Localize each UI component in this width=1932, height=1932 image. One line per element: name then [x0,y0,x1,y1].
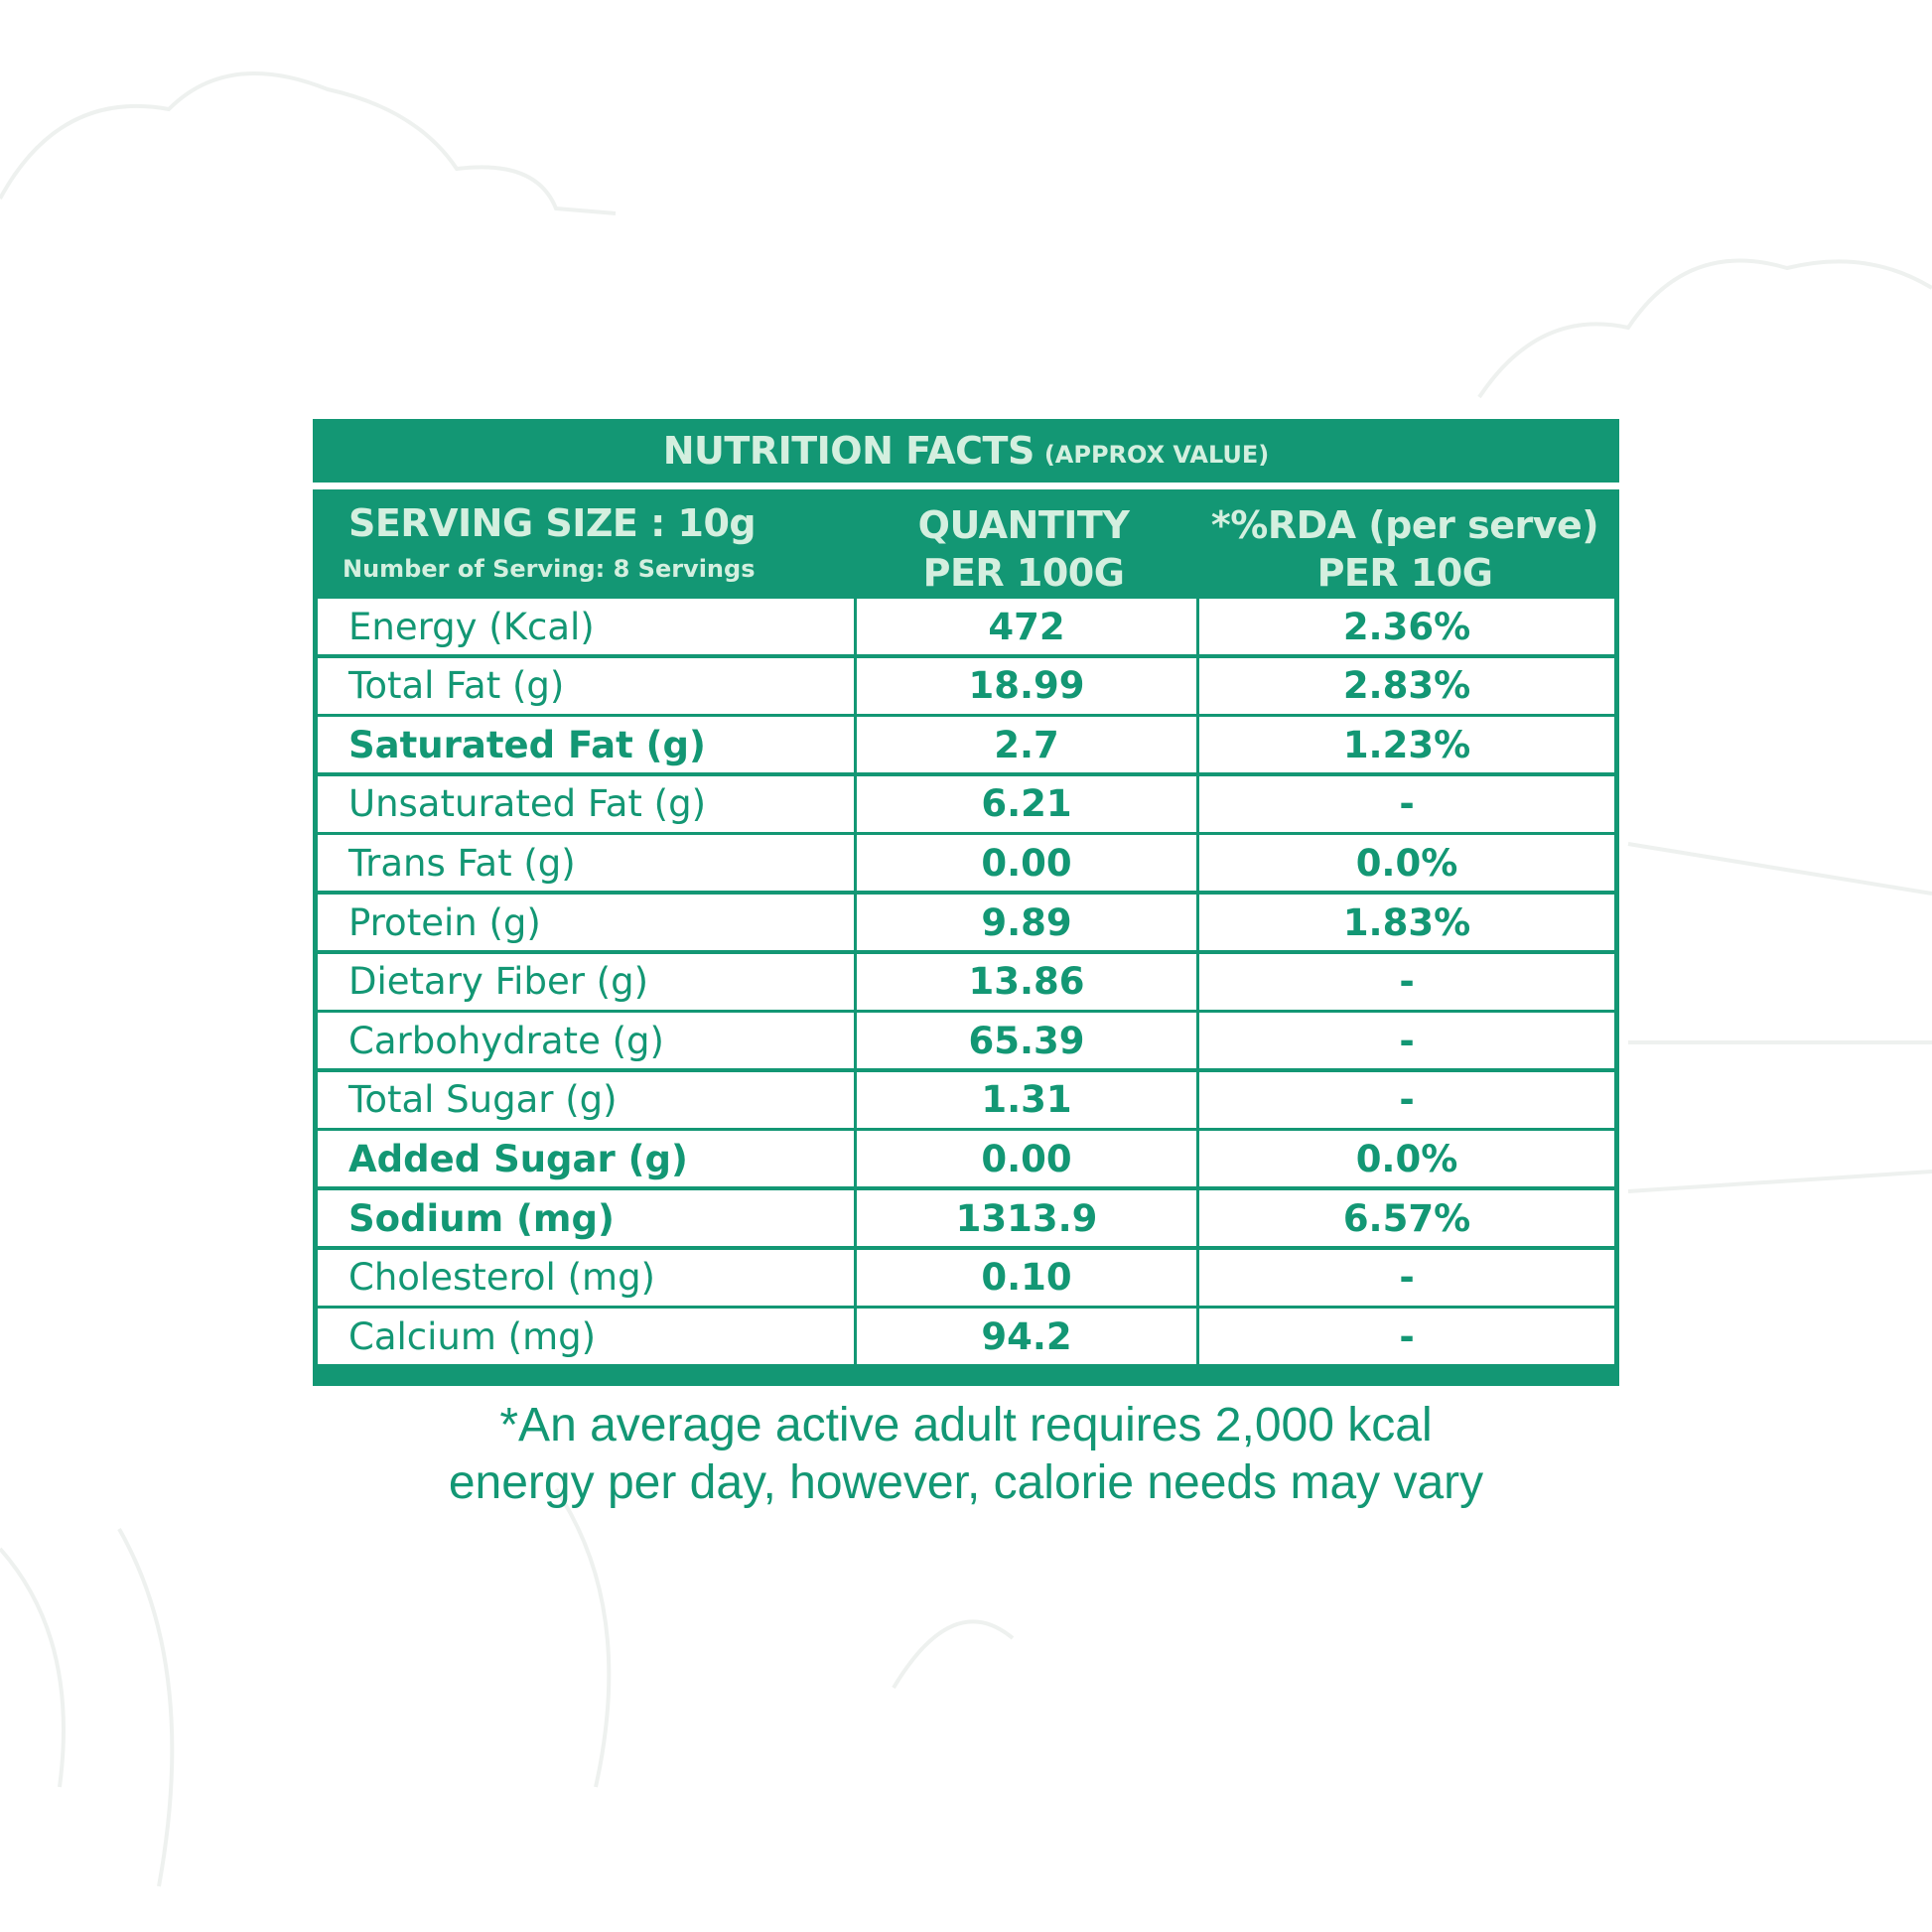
quantity-value: 94.2 [857,1309,1196,1365]
quantity-value: 1313.9 [857,1190,1196,1246]
table-row: Dietary Fiber (g) 13.86- [318,953,1614,1010]
quantity-value: 18.99 [857,657,1196,714]
quantity-header: QUANTITY PER 100G [854,501,1193,597]
table-row: Added Sugar (g) 0.00 0.0% [318,1131,1614,1187]
table-row: Trans Fat (g) 0.00 0.0% [318,835,1614,892]
table-body: Energy (Kcal) 472 2.36% Total Fat (g) 18.99 2… [318,599,1614,1368]
quantity-value: 9.89 [857,895,1196,950]
number-of-servings: Number of Serving: 8 Servings [343,555,756,583]
table-row: Saturated Fat (g) 2.7 1.23% [318,717,1614,773]
nutrient-label: Total Fat (g) [318,657,854,714]
rda-header: *%RDA (per serve) PER 10G [1196,501,1613,597]
rda-value: - [1199,1309,1614,1365]
nutrient-label: Total Sugar (g) [318,1071,854,1128]
title-main: NUTRITION FACTS [662,429,1035,473]
rda-value: 6.57% [1199,1190,1614,1246]
nutrition-table: SERVING SIZE : 10g Number of Serving: 8 … [313,489,1619,1386]
nutrient-label: Energy (Kcal) [318,599,854,654]
quantity-header-line2: PER 100G [922,551,1125,595]
rda-value: - [1199,775,1614,832]
table-row: Sodium (mg) 1313.9 6.57% [318,1190,1614,1246]
quantity-value: 0.10 [857,1249,1196,1306]
quantity-value: 13.86 [857,953,1196,1010]
quantity-value: 0.00 [857,835,1196,892]
rda-value: 1.83% [1199,895,1614,950]
table-row: Cholesterol (mg) 0.10- [318,1249,1614,1306]
nutrient-label: Dietary Fiber (g) [318,953,854,1010]
nutrient-label: Unsaturated Fat (g) [318,775,854,832]
quantity-value: 2.7 [857,717,1196,773]
rda-value: 1.23% [1199,717,1614,773]
rda-header-line1: *%RDA (per serve) [1210,503,1599,547]
rda-value: - [1199,1249,1614,1306]
nutrient-label: Added Sugar (g) [318,1131,854,1187]
table-row: Total Sugar (g) 1.31- [318,1071,1614,1128]
quantity-value: 472 [857,599,1196,654]
quantity-value: 0.00 [857,1131,1196,1187]
nutrient-label: Saturated Fat (g) [318,717,854,773]
rda-value: 0.0% [1199,835,1614,892]
serving-size: SERVING SIZE : 10g [348,501,757,545]
rda-value: 0.0% [1199,1131,1614,1187]
nutrition-facts-title: NUTRITION FACTS (APPROX VALUE) [313,419,1619,483]
footnote-line2: energy per day, however, calorie needs m… [448,1456,1484,1509]
rda-value: - [1199,1013,1614,1069]
rda-value: 2.83% [1199,657,1614,714]
rda-header-line2: PER 10G [1316,551,1493,595]
nutrient-label: Protein (g) [318,895,854,950]
nutrient-label: Sodium (mg) [318,1190,854,1246]
rda-value: - [1199,953,1614,1010]
nutrient-label: Carbohydrate (g) [318,1013,854,1069]
table-header: SERVING SIZE : 10g Number of Serving: 8 … [313,489,1619,599]
nutrient-label: Trans Fat (g) [318,835,854,892]
rda-value: - [1199,1071,1614,1128]
table-row: Protein (g) 9.89 1.83% [318,895,1614,950]
footnote-line1: *An average active adult requires 2,000 … [499,1399,1433,1451]
table-row: Unsaturated Fat (g) 6.21- [318,775,1614,832]
table-row: Total Fat (g) 18.99 2.83% [318,657,1614,714]
rda-value: 2.36% [1199,599,1614,654]
quantity-header-line1: QUANTITY [917,503,1130,547]
quantity-value: 65.39 [857,1013,1196,1069]
quantity-value: 6.21 [857,775,1196,832]
quantity-value: 1.31 [857,1071,1196,1128]
table-row: Energy (Kcal) 472 2.36% [318,599,1614,654]
nutrient-label: Calcium (mg) [318,1309,854,1365]
nutrient-label: Cholesterol (mg) [318,1249,854,1306]
table-row: Carbohydrate (g) 65.39- [318,1013,1614,1069]
title-sub: (APPROX VALUE) [1043,441,1270,469]
table-row: Calcium (mg) 94.2- [318,1309,1614,1365]
